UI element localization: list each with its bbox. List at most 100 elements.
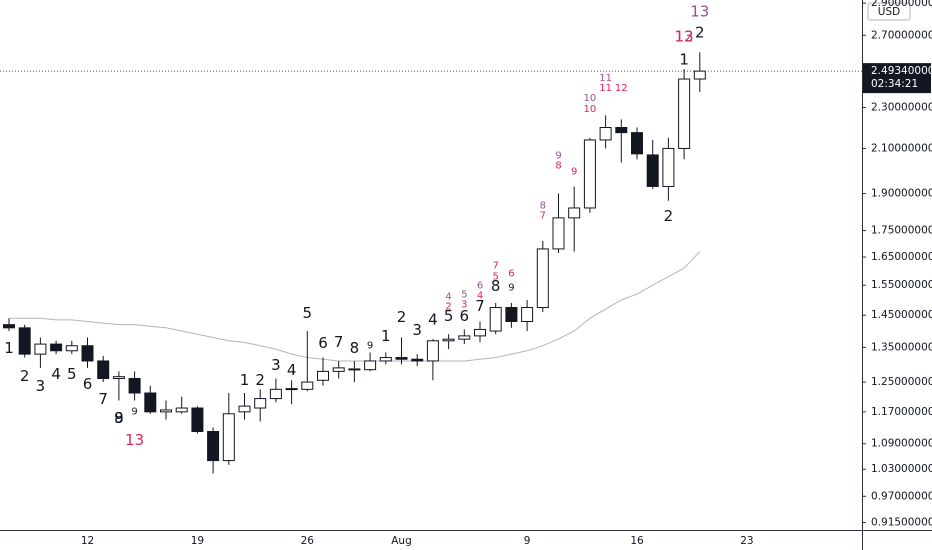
candle-body bbox=[489, 307, 502, 332]
candle-body bbox=[379, 357, 392, 362]
count-label: 10 bbox=[584, 93, 597, 104]
candle-body bbox=[254, 398, 267, 409]
candle-body bbox=[426, 340, 439, 362]
candle-body bbox=[269, 388, 282, 400]
y-tick-label: 1.75000000 bbox=[871, 225, 932, 237]
x-tick-label: Aug bbox=[391, 535, 412, 547]
y-tick-label: 1.90000000 bbox=[871, 188, 932, 200]
count-label: 5 bbox=[303, 304, 313, 322]
currency: USD bbox=[878, 6, 900, 18]
count-label: 4 bbox=[428, 311, 438, 329]
y-tick-label: 2.90000000 bbox=[871, 0, 932, 9]
count-label: 2 bbox=[255, 371, 265, 389]
count-label: 8 bbox=[350, 339, 360, 357]
count-label: 11 bbox=[599, 83, 612, 94]
count-label: 1 bbox=[4, 339, 14, 357]
candle-body bbox=[693, 70, 706, 80]
count-label: 4 bbox=[51, 365, 61, 383]
count-label: 6 bbox=[460, 307, 470, 325]
candle-body bbox=[662, 147, 675, 187]
count-label: 8 bbox=[555, 160, 561, 171]
candle-body bbox=[442, 338, 455, 342]
candle-body bbox=[458, 335, 471, 340]
candle-body bbox=[112, 376, 125, 379]
count-label: 2 bbox=[664, 207, 674, 225]
count-label: 1 bbox=[240, 371, 250, 389]
candle-body bbox=[144, 392, 157, 413]
count-label: 11 bbox=[599, 73, 612, 84]
count-label: 4 bbox=[287, 361, 297, 379]
count-label: 8 bbox=[114, 409, 124, 427]
y-tick-label: 1.03000000 bbox=[871, 463, 932, 475]
last-price-label: 2.49340000 bbox=[871, 65, 932, 77]
y-tick-label: 1.45000000 bbox=[871, 309, 932, 321]
count-label: 4 bbox=[445, 291, 451, 302]
count-label: 2 bbox=[20, 367, 30, 385]
count-label: 6 bbox=[318, 334, 328, 352]
candle-body bbox=[474, 328, 486, 337]
count-label: 5 bbox=[461, 289, 467, 300]
candle-body bbox=[50, 343, 63, 352]
candle-body bbox=[160, 409, 172, 413]
count-label: 1 bbox=[381, 327, 391, 345]
y-tick-label: 0.91500000 bbox=[871, 517, 932, 529]
count-label: 6 bbox=[477, 280, 483, 291]
x-tick-label: 12 bbox=[81, 535, 94, 547]
candle-body bbox=[348, 368, 361, 371]
candle-body bbox=[3, 324, 15, 329]
candle-body bbox=[411, 358, 424, 362]
candle-body bbox=[81, 345, 94, 362]
x-tick-label: 23 bbox=[740, 535, 753, 547]
candle-body bbox=[34, 343, 47, 355]
count-label: 6 bbox=[83, 375, 93, 393]
count-label: 7 bbox=[493, 260, 499, 271]
candle-body bbox=[552, 217, 565, 250]
countdown: 02:34:21 bbox=[871, 78, 918, 90]
y-tick-label: 1.55000000 bbox=[871, 279, 932, 291]
count-label: 3 bbox=[412, 321, 422, 339]
y-tick-label: 1.65000000 bbox=[871, 251, 932, 263]
candle-body bbox=[222, 413, 235, 462]
count-label: 7 bbox=[540, 210, 546, 221]
y-tick-label: 0.97000000 bbox=[871, 490, 932, 502]
y-tick-label: 2.10000000 bbox=[871, 142, 932, 154]
count-label: 13 bbox=[675, 28, 694, 46]
count-label: 9 bbox=[571, 166, 577, 177]
candle-body bbox=[583, 139, 596, 209]
count-label: 9 bbox=[131, 406, 137, 417]
candle-body bbox=[395, 357, 408, 360]
candle-body bbox=[128, 377, 141, 394]
count-label: 3 bbox=[36, 377, 46, 395]
candle-body bbox=[18, 327, 31, 355]
count-label: 9 bbox=[555, 150, 561, 161]
candle-body bbox=[646, 154, 659, 187]
x-tick-label: 26 bbox=[301, 535, 315, 547]
count-label: 12 bbox=[675, 28, 694, 46]
count-label: 7 bbox=[334, 333, 344, 351]
candle-body bbox=[207, 431, 220, 462]
candle-body bbox=[536, 248, 549, 309]
count-label: 9 bbox=[508, 283, 514, 294]
currency-box[interactable] bbox=[867, 2, 911, 21]
x-tick-label: 16 bbox=[630, 535, 644, 547]
count-label: 2 bbox=[397, 308, 407, 326]
x-tick-label: 9 bbox=[524, 535, 531, 547]
count-label: 8 bbox=[540, 200, 546, 211]
count-label: 5 bbox=[493, 271, 499, 282]
y-tick-label: 2.70000000 bbox=[871, 29, 932, 41]
count-label: 1 bbox=[679, 51, 689, 69]
count-label: 2 bbox=[445, 301, 451, 312]
candle-body bbox=[678, 78, 691, 149]
y-tick-label: 1.09000000 bbox=[871, 438, 932, 450]
count-label: 7 bbox=[98, 390, 108, 408]
candle-body bbox=[615, 126, 628, 134]
count-label: 9 bbox=[114, 409, 124, 427]
count-label: 9 bbox=[367, 340, 373, 351]
candle-body bbox=[97, 360, 110, 379]
candle-body bbox=[332, 367, 345, 372]
candle-body bbox=[65, 345, 78, 352]
count-label: 7 bbox=[475, 297, 485, 315]
count-label: 10 bbox=[584, 104, 597, 115]
